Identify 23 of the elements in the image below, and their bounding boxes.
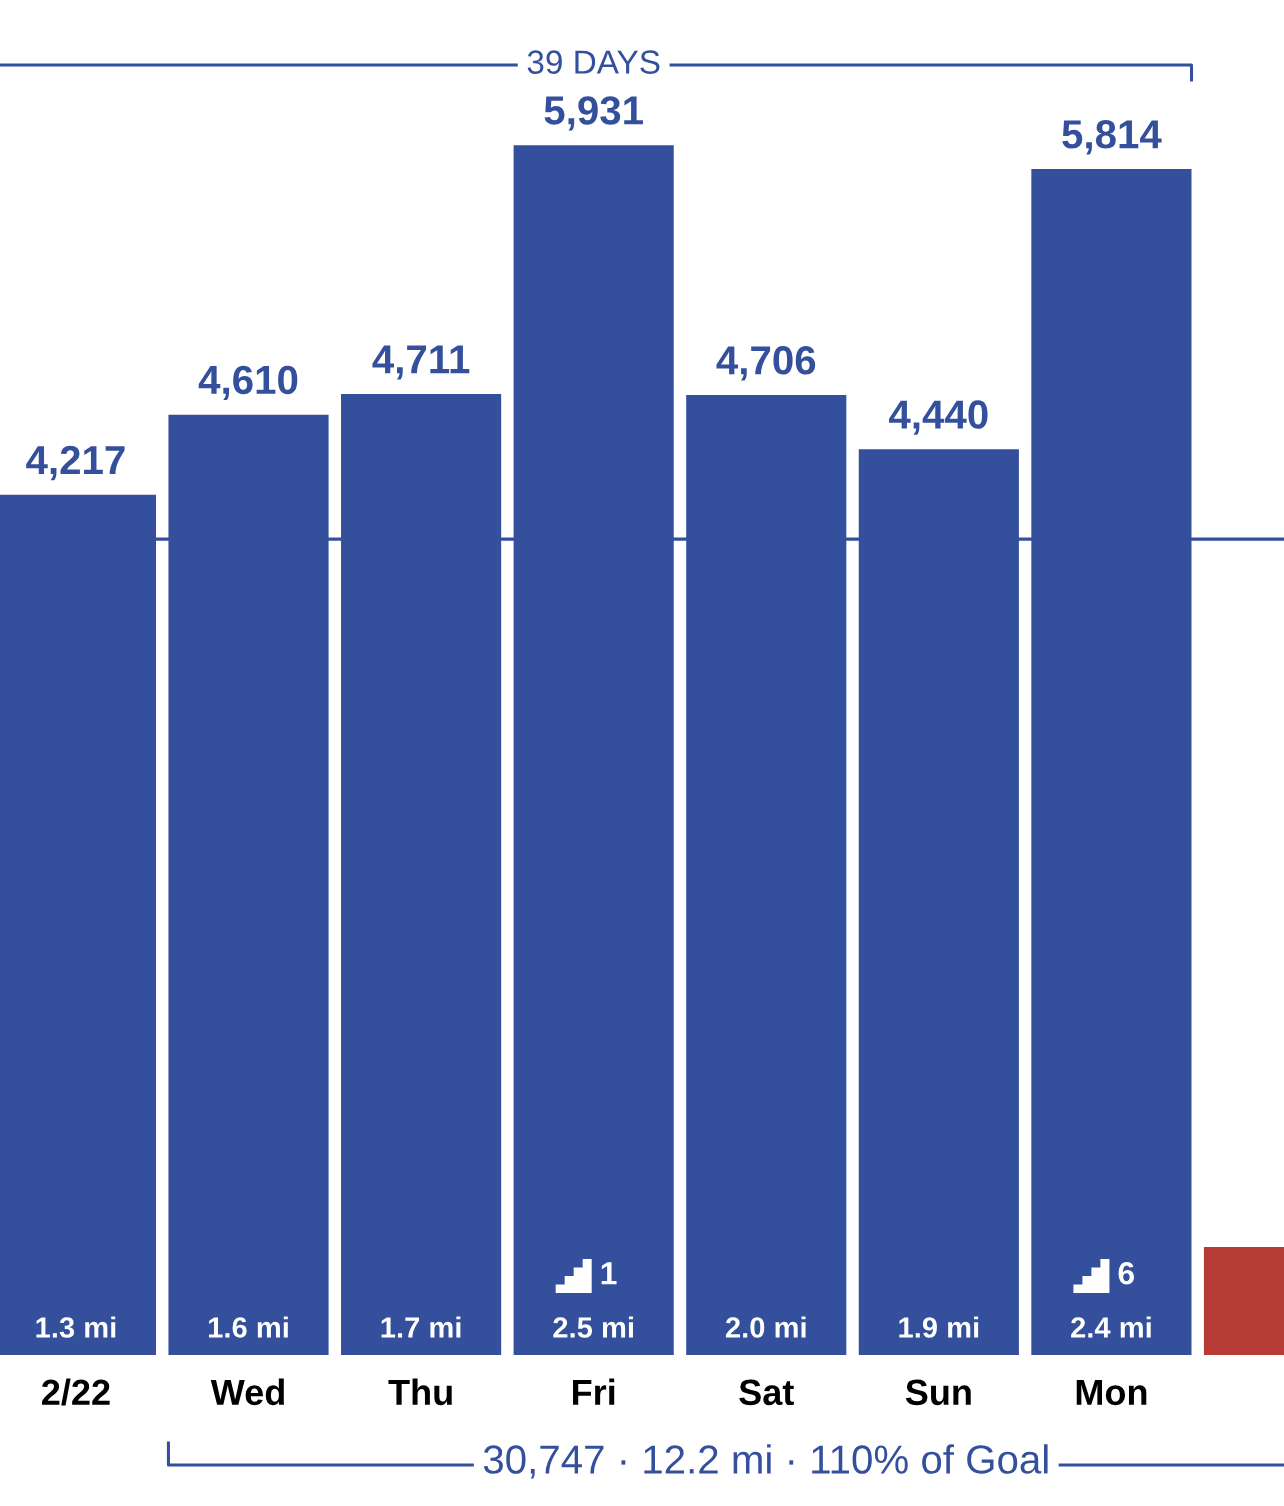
x-tick-label: Sat bbox=[739, 1379, 794, 1406]
annotation: 6 2.4 mi bbox=[1071, 1261, 1151, 1338]
data-label: 4,610 bbox=[198, 365, 298, 401]
x-tick-label: Thu bbox=[388, 1378, 452, 1406]
annotation: 1.3 mi bbox=[36, 1316, 116, 1338]
annotation: 1.7 mi bbox=[381, 1316, 461, 1338]
annotation: 1.9 mi bbox=[899, 1316, 979, 1338]
data-label: 5,814 bbox=[1062, 120, 1162, 155]
x-tick-label: Wed bbox=[210, 1378, 284, 1406]
text: 30,747 · 12.2 mi · 110% of Goal bbox=[483, 1444, 1048, 1479]
text: 39 DAYS bbox=[527, 50, 660, 74]
annotation: 1 2.5 mi bbox=[553, 1262, 633, 1338]
annotation: 1.6 mi bbox=[209, 1316, 288, 1338]
data-label: 4,217 bbox=[26, 445, 125, 481]
data-label: 4,440 bbox=[889, 400, 988, 435]
data-label: 5,931 bbox=[544, 96, 643, 131]
x-tick-label: Sun bbox=[905, 1379, 971, 1406]
x-tick-label: 2/22 bbox=[42, 1378, 110, 1406]
x-tick-label: Mon bbox=[1076, 1379, 1147, 1406]
annotation: 2.0 mi bbox=[725, 1316, 806, 1338]
data-label: 4,706 bbox=[716, 346, 816, 381]
x-tick-label: Fri bbox=[573, 1378, 615, 1405]
data-label: 4,711 bbox=[372, 345, 470, 380]
